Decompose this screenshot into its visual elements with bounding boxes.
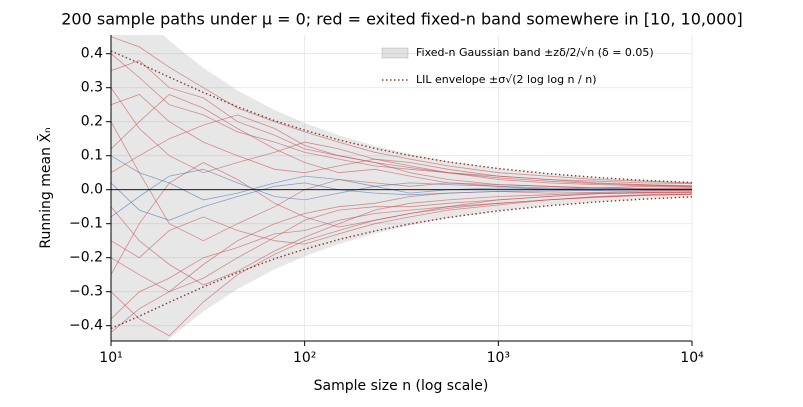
sample-path [111, 60, 692, 187]
x-tick-label: 10⁴ [680, 350, 704, 366]
y-tick-label: 0.0 [81, 182, 103, 198]
axes: 10¹ 10² 10³ 10⁴ −0.4 −0.3 −0.2 −0.1 0.0 0.1 0.2 0.3… [69, 35, 704, 366]
legend-label: Fixed-n Gaussian band ±zδ/2/√n (δ = 0.05… [416, 46, 654, 59]
y-tick-label: −0.1 [69, 216, 103, 232]
sample-path [111, 182, 692, 221]
sample-path [111, 189, 692, 333]
y-tick-label: 0.3 [81, 80, 103, 96]
envelope-line [111, 196, 692, 330]
y-axis-label: Running mean X̄ₙ [36, 127, 54, 248]
sample-path [111, 191, 692, 286]
y-tick-label: −0.4 [69, 318, 103, 334]
sample-path [111, 36, 692, 184]
sample-path [111, 87, 692, 187]
sample-path [111, 121, 692, 242]
y-tick-label: 0.1 [81, 148, 103, 164]
sample-path [111, 94, 692, 191]
x-tick-label: 10¹ [99, 350, 122, 366]
envelope-line [111, 50, 692, 184]
x-tick-label: 10² [293, 350, 316, 366]
chart-title: 200 sample paths under μ = 0; red = exit… [61, 10, 743, 29]
x-axis-label: Sample size n (log scale) [314, 378, 489, 394]
y-tick-label: 0.4 [81, 46, 103, 62]
plot-area [111, 35, 692, 341]
sample-path [111, 193, 692, 337]
x-tick-label: 10³ [487, 350, 510, 366]
y-tick-label: −0.3 [69, 284, 103, 300]
sample-path [111, 191, 692, 293]
sample-path [111, 94, 692, 187]
band-area [111, 35, 692, 341]
legend: Fixed-n Gaussian band ±zδ/2/√n (δ = 0.05… [381, 46, 654, 86]
legend-swatch [381, 47, 409, 59]
legend-label: LIL envelope ±σ√(2 log log n / n) [416, 73, 597, 86]
y-tick-label: −0.2 [69, 250, 103, 266]
y-tick-label: 0.2 [81, 114, 103, 130]
